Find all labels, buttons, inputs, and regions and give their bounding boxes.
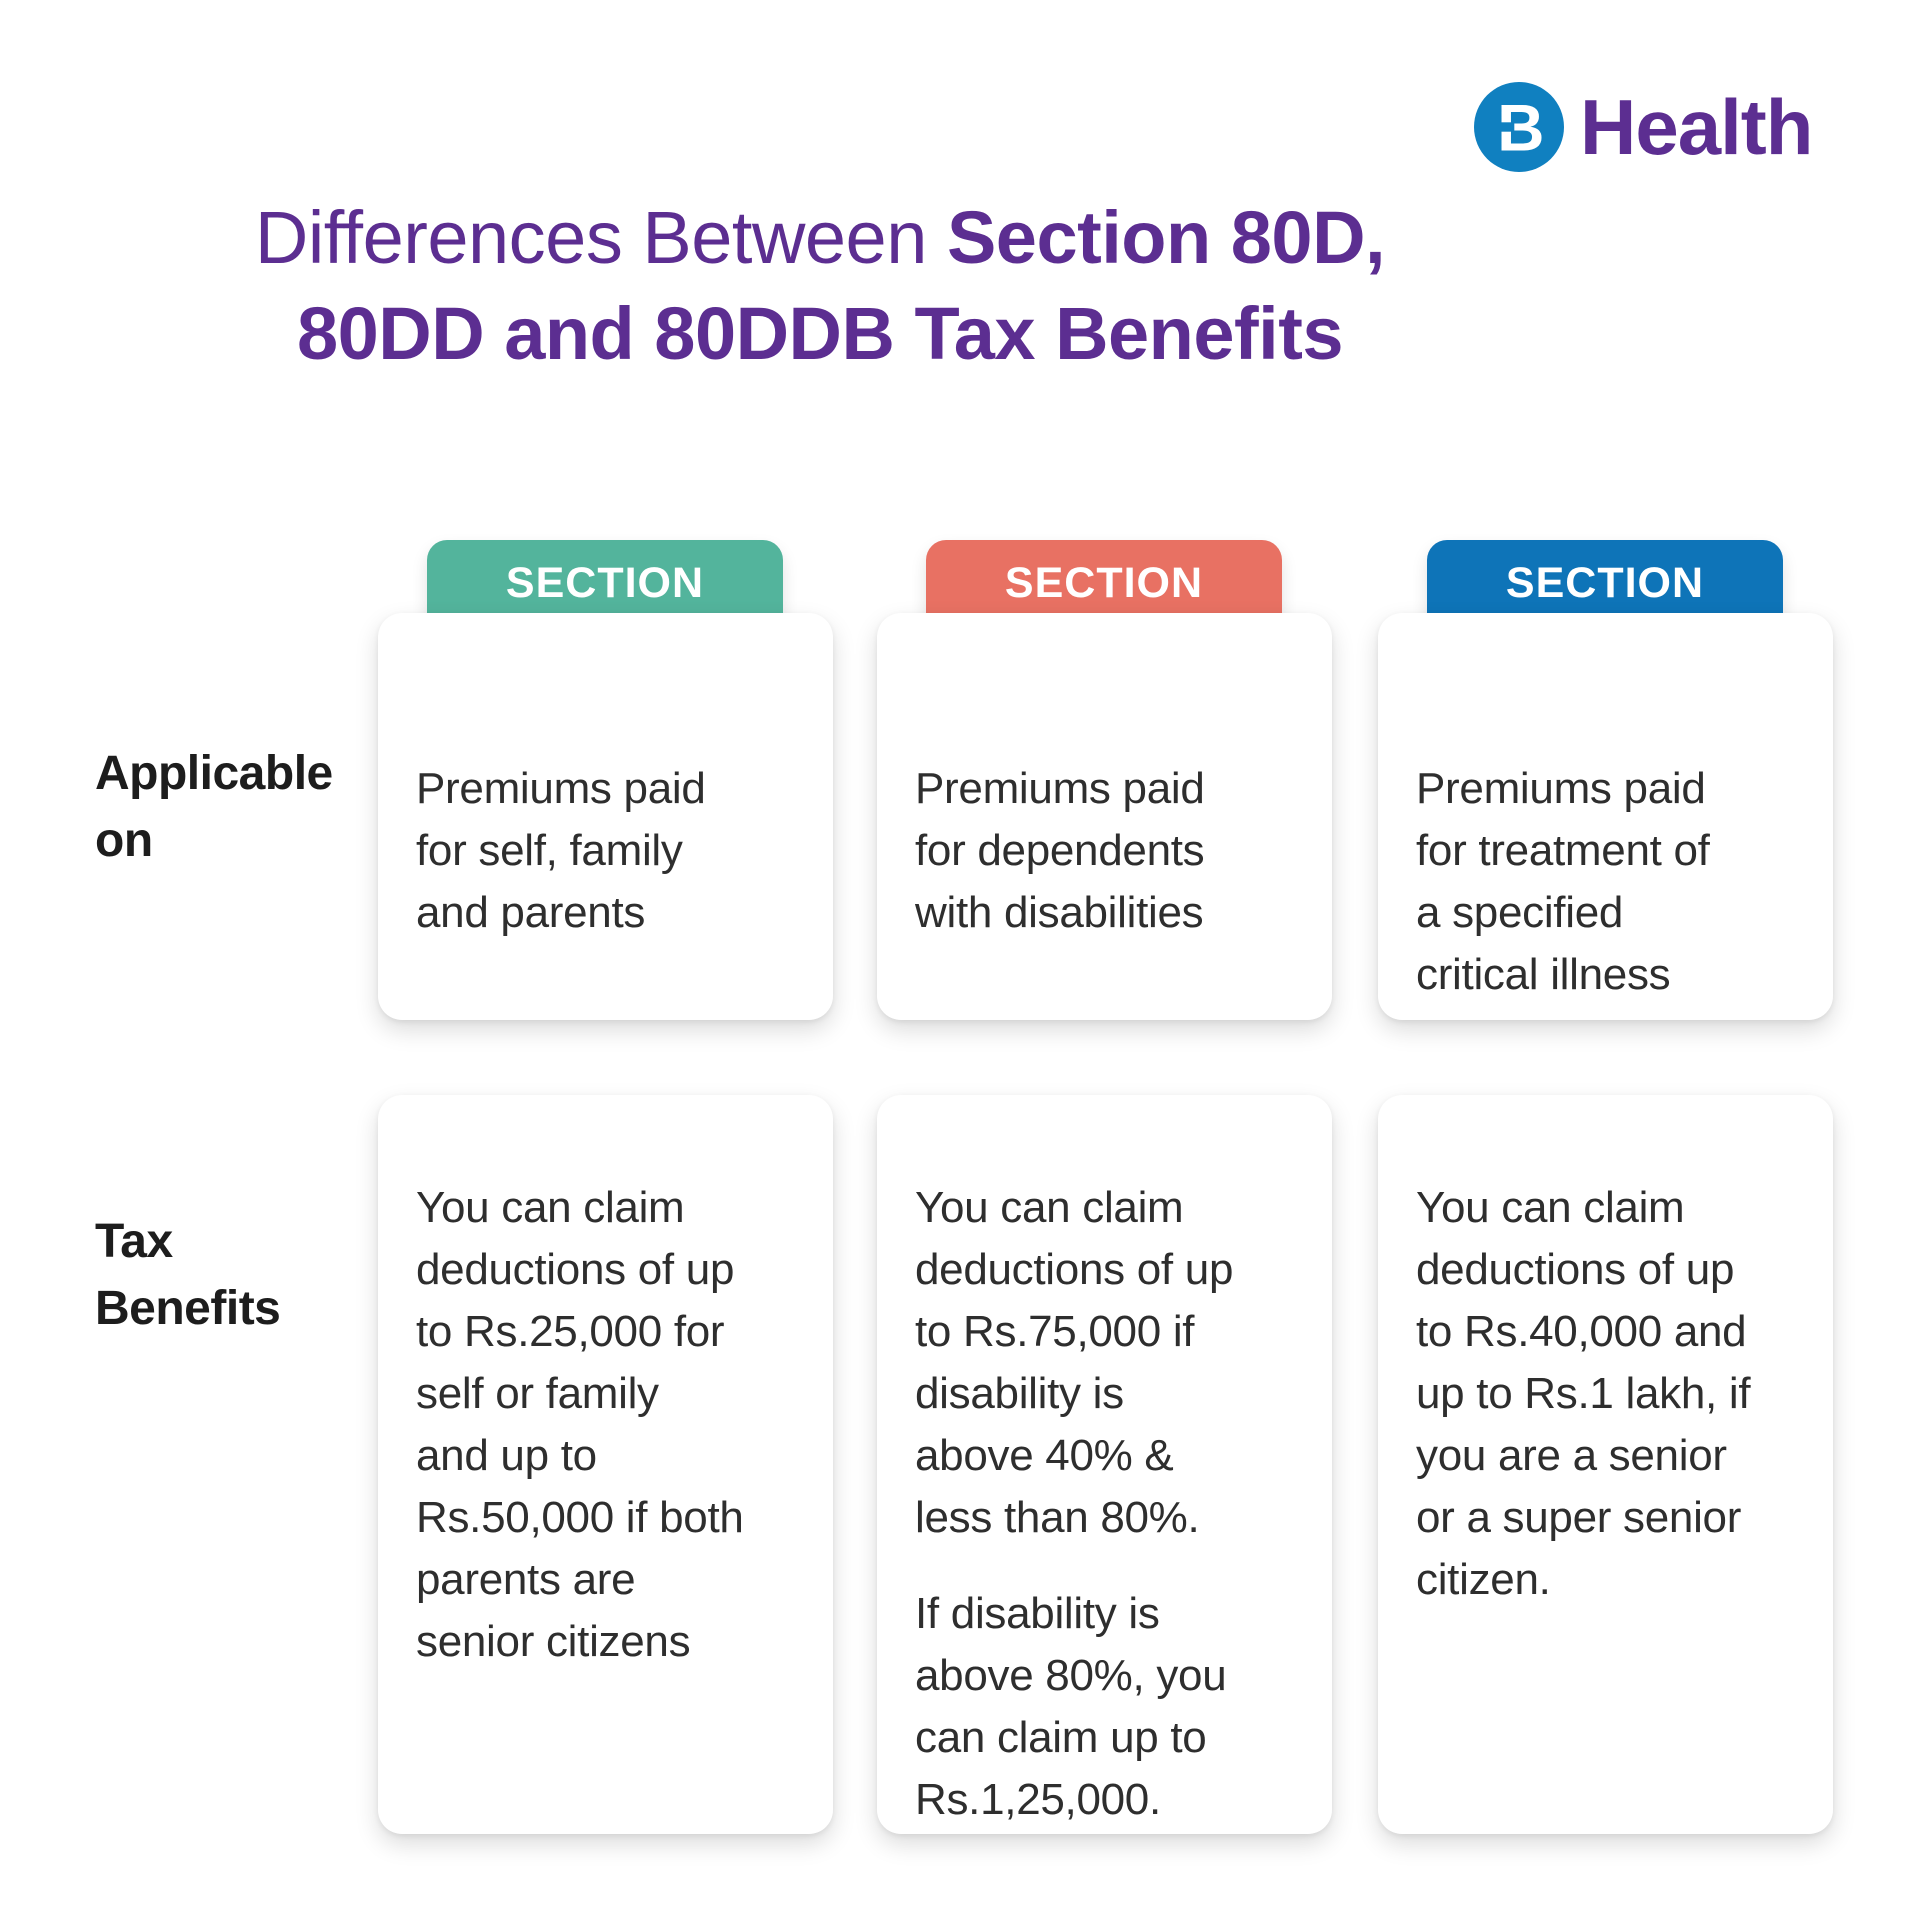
title-line1-regular: Differences Between xyxy=(254,196,947,279)
card-text: If disability is above 80%, you can clai… xyxy=(915,1589,1227,1824)
row-label-applicable-on: Applicable on xyxy=(95,747,333,867)
card-text: You can claim deductions of up to Rs.40,… xyxy=(1416,1183,1751,1604)
card-tax-benefits-80d: You can claim deductions of up to Rs.25,… xyxy=(378,1095,833,1834)
card-applicable-on-80dd: Premiums paid for dependents with disabi… xyxy=(877,613,1332,1020)
page-title: Differences Between Section 80D, 80DD an… xyxy=(60,190,1580,382)
card-tax-benefits-80dd: You can claim deductions of up to Rs.75,… xyxy=(877,1095,1332,1834)
card-text: Premiums paid for treatment of a specifi… xyxy=(1416,764,1710,999)
brand-logo: B Health xyxy=(1474,82,1813,172)
card-applicable-on-80ddb: Premiums paid for treatment of a specifi… xyxy=(1378,613,1833,1020)
card-text: Premiums paid for dependents with disabi… xyxy=(915,764,1205,937)
card-applicable-on-80d: Premiums paid for self, family and paren… xyxy=(378,613,833,1020)
card-text: Premiums paid for self, family and paren… xyxy=(416,764,706,937)
card-text: You can claim deductions of up to Rs.25,… xyxy=(416,1183,744,1666)
title-line1-bold: Section 80D, xyxy=(946,196,1386,279)
brand-name: Health xyxy=(1580,83,1813,171)
row-label-tax-benefits: Tax Benefits xyxy=(95,1215,281,1335)
card-tax-benefits-80ddb: You can claim deductions of up to Rs.40,… xyxy=(1378,1095,1833,1834)
card-text: You can claim deductions of up to Rs.75,… xyxy=(915,1183,1234,1542)
bajaj-finserv-icon: B xyxy=(1474,82,1564,172)
title-line2: 80DD and 80DDB Tax Benefits xyxy=(296,292,1344,375)
